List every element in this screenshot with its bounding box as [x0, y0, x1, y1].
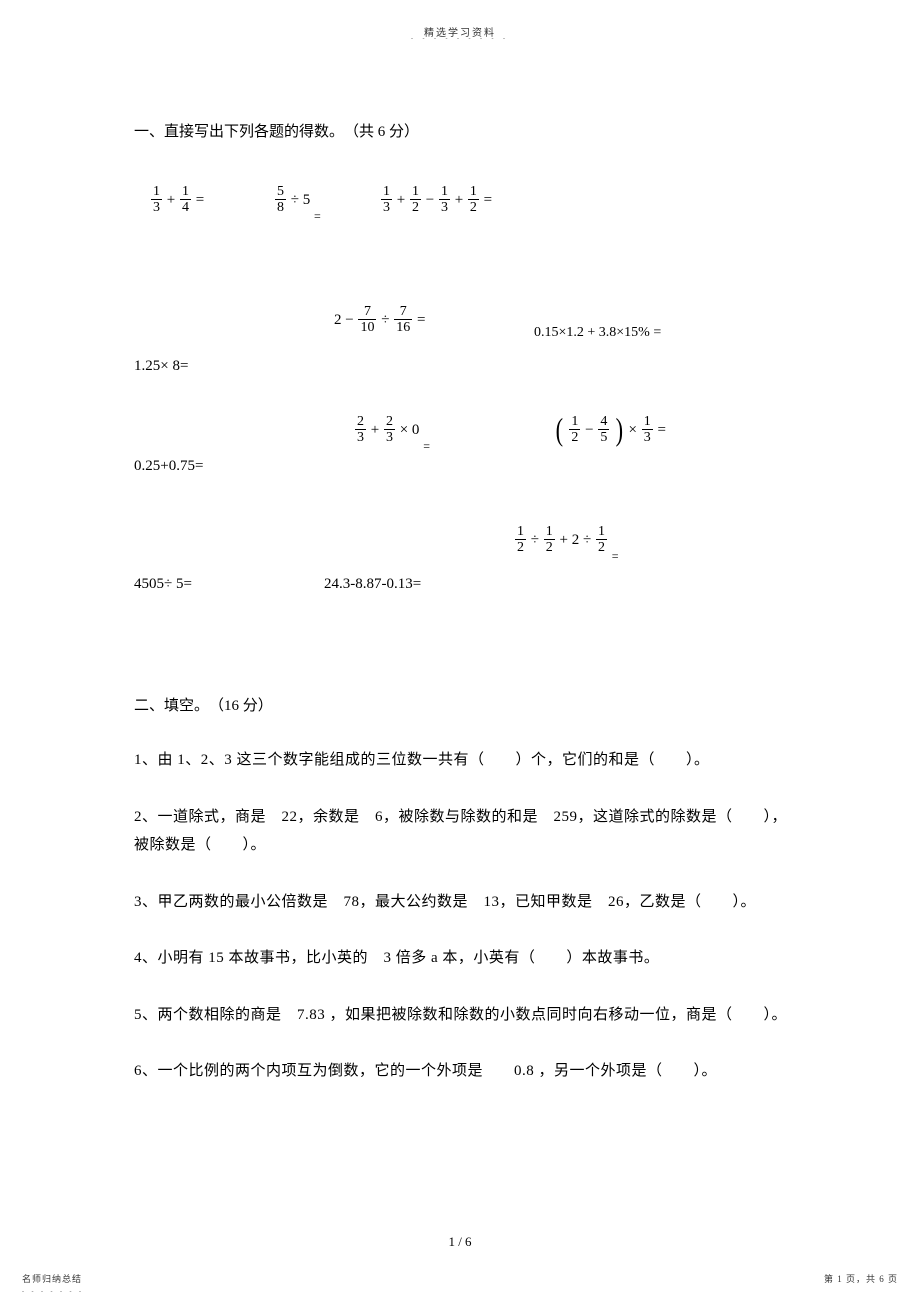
expr-1a: 13 + 14 = — [150, 184, 204, 216]
math-row-3: 23 + 23 × 0 = ( 12 − 45 ) × 13 = 0.25+0.… — [134, 414, 794, 504]
question-2: 2、一道除式，商是 22，余数是 6，被除数与除数的和是 259，这道除式的除数… — [134, 803, 794, 860]
expr-2-left: 1.25× 8= — [134, 354, 188, 378]
document-content: 一、直接写出下列各题的得数。 （共 6 分） 13 + 14 = 58 ÷ 5 … — [134, 120, 794, 1114]
expr-4a: 4505÷ 5= — [134, 572, 192, 596]
question-1: 1、由 1、2、3 这三个数字能组成的三位数一共有（ ）个，它们的和是（ ）。 — [134, 746, 794, 775]
math-row-1: 13 + 14 = 58 ÷ 5 = 13 + 12 − 13 + 12 = — [134, 184, 794, 254]
expr-3b: ( 12 − 45 ) × 13 = — [554, 414, 666, 446]
expr-2a: 2 − 710 ÷ 716 = — [334, 304, 425, 336]
footer-left-text: 名师归纳总结 — [22, 1272, 82, 1285]
expr-3-left: 0.25+0.75= — [134, 454, 203, 478]
question-6: 6、一个比例的两个内项互为倒数，它的一个外项是 0.8 ，另一个外项是（ ）。 — [134, 1057, 794, 1086]
footer-right-text: 第 1 页，共 6 页 — [824, 1272, 898, 1285]
expr-4-mid: 24.3-8.87-0.13= — [324, 572, 421, 596]
expr-2b: 0.15×1.2 + 3.8×15% = — [534, 322, 661, 344]
question-3: 3、甲乙两数的最小公倍数是 78，最大公约数是 13，已知甲数是 26，乙数是（… — [134, 888, 794, 917]
page-number: 1 / 6 — [448, 1234, 471, 1250]
footer-left-dots: - - - - - - - — [22, 1289, 84, 1295]
math-row-2: 2 − 710 ÷ 716 = 0.15×1.2 + 3.8×15% = 1.2… — [134, 304, 794, 394]
expr-4b: 12 ÷ 12 + 2 ÷ 12 = — [514, 524, 618, 556]
header-dots: - - - - - - - - - — [411, 36, 509, 42]
section2-title: 二、填空。 （16 分） — [134, 694, 794, 718]
math-row-4: 12 ÷ 12 + 2 ÷ 12 = 4505÷ 5= 24.3-8.87-0.… — [134, 524, 794, 614]
expr-1c: 13 + 12 − 13 + 12 = — [380, 184, 492, 216]
section1-title: 一、直接写出下列各题的得数。 （共 6 分） — [134, 120, 794, 144]
expr-1b: 58 ÷ 5 = — [274, 184, 321, 216]
expr-3a: 23 + 23 × 0 = — [354, 414, 430, 446]
question-4: 4、小明有 15 本故事书，比小英的 3 倍多 a 本，小英有（ ）本故事书。 — [134, 944, 794, 973]
question-5: 5、两个数相除的商是 7.83 ，如果把被除数和除数的小数点同时向右移动一位，商… — [134, 1001, 794, 1030]
